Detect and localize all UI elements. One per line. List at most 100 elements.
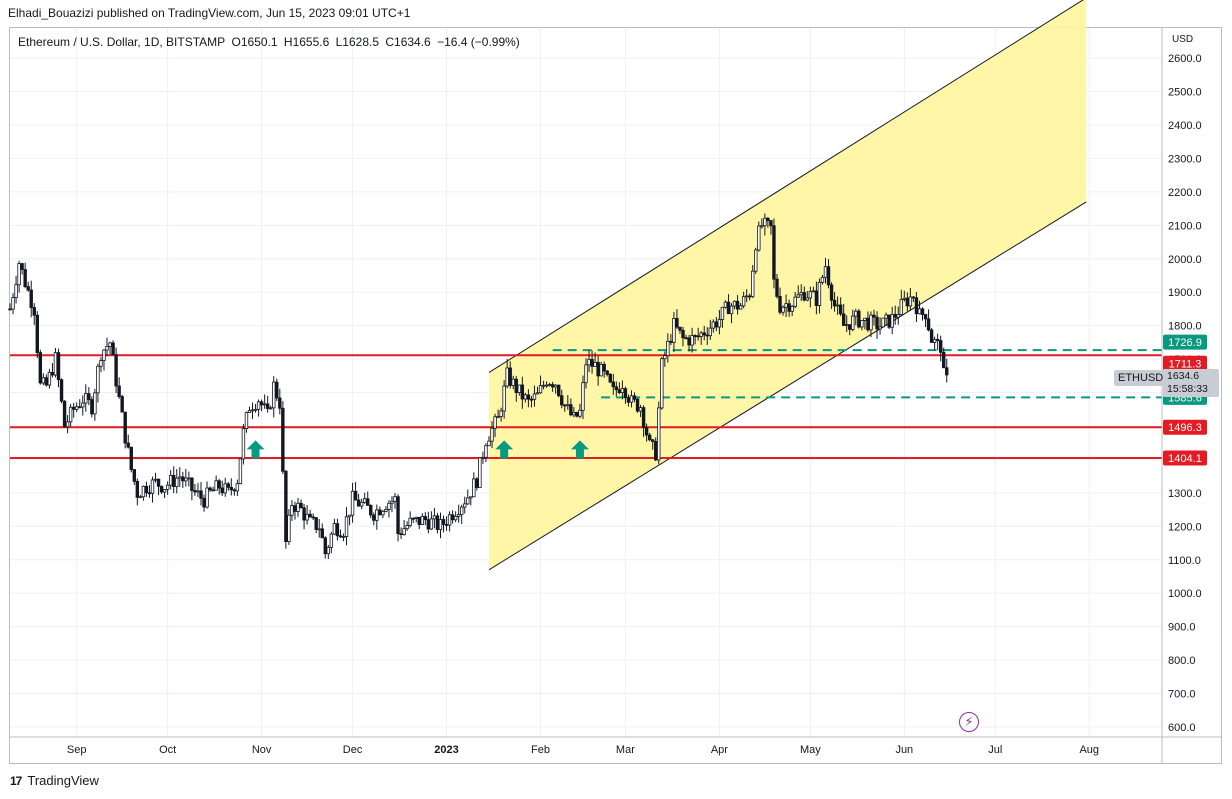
price-level-tag <box>1163 334 1207 350</box>
candle-body <box>262 403 267 406</box>
candle-body <box>314 517 318 530</box>
candle-body <box>672 318 676 343</box>
candle-body <box>259 401 264 406</box>
time-axis[interactable]: Sep Oct Nov Dec 2023 Feb Mar Apr May Jun Jul Aug <box>10 736 1221 756</box>
candle-body <box>223 483 227 494</box>
candle-body <box>126 442 130 448</box>
symbol-legend[interactable]: Ethereum / U.S. Dollar, 1D, BITSTAMP O16… <box>18 35 523 49</box>
candle-body <box>902 297 907 300</box>
candle-body <box>590 358 594 367</box>
lightning-icon[interactable]: ⚡︎ <box>959 712 979 732</box>
candle-body <box>666 340 670 356</box>
candle-body <box>469 496 473 499</box>
ohlc-open: O1650.1 <box>231 35 278 49</box>
candle-body <box>193 490 197 493</box>
candle-body <box>866 317 870 331</box>
candle-body <box>241 428 246 460</box>
price-level-tag <box>1163 450 1207 466</box>
candle-body <box>114 354 118 387</box>
candle-body <box>450 514 455 521</box>
candle-body <box>823 266 828 278</box>
candle-body <box>71 406 76 410</box>
candle-body <box>926 318 931 331</box>
candle-body <box>181 476 185 482</box>
candle-body <box>654 441 658 461</box>
candle-body <box>123 411 127 444</box>
candle-body <box>275 381 279 399</box>
candle-body <box>74 406 79 410</box>
candle-body <box>553 384 558 388</box>
candle-body <box>675 318 679 328</box>
candle-body <box>247 410 252 413</box>
candle-body <box>487 440 491 447</box>
candle-body <box>393 496 397 502</box>
candle-body <box>8 308 12 311</box>
candle-body <box>841 313 846 326</box>
candle-body <box>790 306 794 312</box>
candle-body <box>32 307 36 316</box>
candle-body <box>466 497 470 505</box>
candle-body <box>429 518 434 530</box>
candle-body <box>684 337 688 340</box>
candle-body <box>560 395 564 406</box>
candle-body <box>93 392 97 415</box>
candle-body <box>156 478 161 487</box>
candle-body <box>238 458 243 485</box>
candle-body <box>463 503 467 508</box>
candle-body <box>760 225 764 228</box>
price-tick-label: 2400.0 <box>1168 120 1202 132</box>
candle-body <box>250 409 255 412</box>
candle-body <box>620 388 625 394</box>
candle-body <box>587 358 591 366</box>
candle-body <box>808 291 813 299</box>
candle-body <box>50 371 55 376</box>
candle-body <box>935 338 940 341</box>
candle-body <box>717 319 722 328</box>
candle-body <box>84 393 88 404</box>
candle-body <box>168 474 173 486</box>
candle-body <box>287 514 291 543</box>
candle-body <box>205 487 209 508</box>
footer-brand[interactable]: 17 TradingView <box>10 773 99 788</box>
candle-body <box>456 514 461 517</box>
candle-body <box>502 385 506 412</box>
candle-body <box>68 406 73 423</box>
candle-body <box>423 516 428 521</box>
candle-body <box>147 492 152 495</box>
candle-body <box>657 407 661 461</box>
candle-body <box>611 381 615 388</box>
candle-body <box>811 290 816 293</box>
channel-lower-line <box>488 201 1087 571</box>
time-tick-label: Oct <box>159 744 176 756</box>
candle-body <box>496 416 500 418</box>
candle-body <box>814 290 819 306</box>
ohlc-close: C1634.6 <box>385 35 431 49</box>
candle-body <box>535 392 540 395</box>
candle-body <box>299 502 303 509</box>
candle-body <box>720 306 725 320</box>
candle-body <box>159 485 164 493</box>
candle-body <box>435 515 440 530</box>
candle-body <box>593 361 597 367</box>
candle-body <box>290 505 294 516</box>
candle-body <box>932 338 937 343</box>
candle-body <box>411 517 415 520</box>
candle-body <box>602 363 606 372</box>
candle-body <box>293 505 297 512</box>
candle-body <box>229 486 234 491</box>
candle-body <box>696 335 700 338</box>
candle-body <box>453 516 458 521</box>
price-axis[interactable]: 2600.0 2500.0 2400.0 2300.0 2200.0 2100.0 2000… <box>1161 28 1202 763</box>
price-tick-label: 1300.0 <box>1168 488 1202 500</box>
candle-body <box>945 367 949 376</box>
candle-body <box>472 478 476 498</box>
candle-body <box>335 523 340 537</box>
candle-body <box>629 395 634 403</box>
price-tick-label: 1800.0 <box>1168 321 1202 333</box>
candle-body <box>244 412 249 430</box>
candle-body <box>481 456 485 459</box>
time-tick-label: Dec <box>343 744 363 756</box>
candle-body <box>669 340 673 343</box>
